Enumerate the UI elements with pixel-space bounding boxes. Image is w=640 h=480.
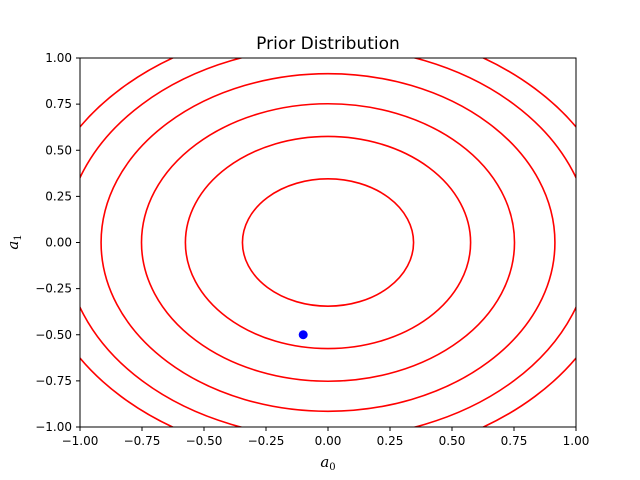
y-tick-label: −0.75 [35, 374, 72, 388]
x-axis-label-base: a [320, 453, 329, 471]
x-axis-ticks: −1.00 −0.75 −0.50 −0.25 0.00 0.25 0.50 0.75 1.00 [62, 427, 590, 448]
y-tick-label: 0.75 [45, 97, 72, 111]
x-tick-label: 0.00 [315, 434, 342, 448]
y-axis-ticks: −1.00 −0.75 −0.50 −0.25 0.00 0.25 0.50 0.75 1.00 [35, 51, 80, 434]
contour-line-5 [80, 58, 576, 427]
y-tick-label: −0.50 [35, 328, 72, 342]
y-axis-label-base: a [4, 241, 22, 250]
contour-line-1 [241, 178, 415, 307]
x-tick-label: −1.00 [62, 434, 99, 448]
contour-line-4 [100, 72, 556, 413]
contour-line-3 [140, 102, 516, 383]
x-tick-label: −0.75 [124, 434, 161, 448]
contour-group [80, 58, 576, 427]
chart-title: Prior Distribution [256, 34, 400, 54]
x-tick-label: −0.25 [248, 434, 285, 448]
y-tick-label: 0.25 [45, 189, 72, 203]
points-group [298, 330, 308, 340]
y-tick-label: −1.00 [35, 420, 72, 434]
y-tick-label: 1.00 [45, 51, 72, 65]
y-axis-label: a1 [4, 234, 24, 249]
x-tick-label: 1.00 [563, 434, 590, 448]
y-tick-label: −0.25 [35, 282, 72, 296]
x-tick-label: 0.75 [501, 434, 528, 448]
x-tick-label: 0.25 [377, 434, 404, 448]
y-tick-label: 0.00 [45, 236, 72, 250]
y-axis-label-sub: 1 [13, 234, 24, 240]
plot-frame [79, 57, 577, 428]
y-tick-label: 0.50 [45, 143, 72, 157]
x-axis-label-sub: 0 [329, 462, 335, 473]
contour-line-6 [80, 58, 576, 427]
contour-line-2 [184, 135, 472, 350]
data-point-1 [298, 330, 308, 340]
x-tick-label: −0.50 [186, 434, 223, 448]
x-tick-label: 0.50 [439, 434, 466, 448]
x-axis-label: a0 [320, 453, 335, 473]
